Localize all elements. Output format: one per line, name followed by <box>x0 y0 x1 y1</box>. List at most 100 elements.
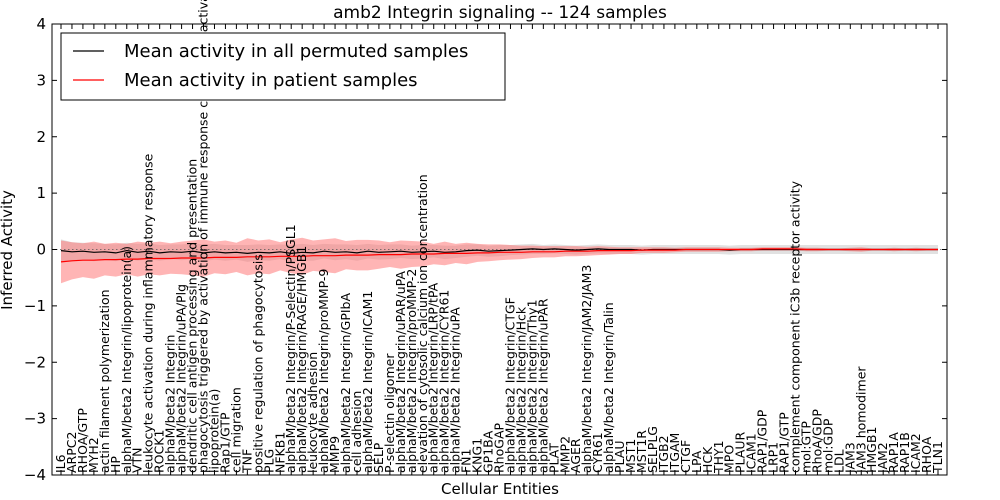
x-tick-label: RhoGAP <box>492 423 507 473</box>
x-tick-label: Rap1/GTP <box>217 412 232 473</box>
x-tick-label: lipoprotein(a) <box>206 389 221 473</box>
x-tick-label: ITGAM <box>667 433 682 473</box>
x-tick-label: JAM2 <box>875 442 890 474</box>
x-tick-label: cell adhesion <box>349 391 364 473</box>
x-tick-label: PLAUR <box>733 432 748 473</box>
x-tick-label: alphaM/beta2 Integrin/GPIbA <box>338 293 353 473</box>
x-tick-label: mol:GDP <box>820 418 835 473</box>
x-tick-label: ROCK1 <box>152 430 167 473</box>
x-tick-label: MST1R <box>634 430 649 473</box>
y-axis-label: Inferred Activity <box>0 190 16 310</box>
chart-title: amb2 Integrin signaling -- 124 samples <box>333 3 667 23</box>
x-tick-label: IL6 <box>53 454 68 473</box>
x-tick-label: JAM3 homodimer <box>853 366 868 474</box>
x-tick-label: mol:GTP <box>798 421 813 473</box>
x-tick-label: alphaM/beta2 Integrin/proMMP-2 <box>404 269 419 473</box>
x-tick-label: CYR61 <box>590 432 605 473</box>
x-tick-label: alphaM/beta2 Integrin/Hck <box>513 306 528 473</box>
x-tick-label: KNG1 <box>470 438 485 473</box>
x-tick-label: JAM3 <box>842 442 857 474</box>
x-tick-label: ICAM2 <box>908 433 923 473</box>
x-tick-label: HMGB1 <box>864 427 879 473</box>
x-tick-label: alphaM/beta2 Integrin <box>163 335 178 473</box>
x-tick-label: THY1 <box>711 440 726 474</box>
x-tick-label: NFKB1 <box>272 432 287 473</box>
y-tick-label: −1 <box>24 297 46 315</box>
x-tick-label: MST1 <box>623 439 638 473</box>
x-tick-label: MMP9 <box>327 436 342 473</box>
x-tick-label: alphaM/beta2 Integrin/CYR61 <box>437 290 452 473</box>
x-tick-label: alphaM/beta2 Integrin/uPA <box>448 307 463 473</box>
legend-label: Mean activity in all permuted samples <box>124 41 468 62</box>
x-tick-label: LDL <box>831 449 846 473</box>
x-tick-label: alphaM/beta2 Integrin/P-Selectin/PSGL1 <box>283 224 298 473</box>
patient-mean-line <box>60 248 938 263</box>
x-tick-label: RAP1B <box>897 432 912 473</box>
y-tick-label: 1 <box>36 184 46 202</box>
x-tick-label: PLAT <box>546 443 561 473</box>
x-tick-label: HP <box>108 456 123 473</box>
x-tick-label: VTN <box>130 447 145 473</box>
x-tick-label: alphaM/beta2 Integrin/Thy1 <box>524 299 539 473</box>
x-tick-label: RHOA/GTP <box>75 408 90 473</box>
y-tick-label: −2 <box>24 353 46 371</box>
x-tick-label: MPO <box>722 445 737 473</box>
y-tick-label: 3 <box>36 71 46 89</box>
series-lines <box>52 248 947 263</box>
x-tick-label: leukocyte adhesion <box>305 352 320 473</box>
x-tick-label: RAP1A <box>886 432 901 473</box>
x-tick-label: alphaM/beta2 Integrin/uPAR/uPA <box>393 271 408 473</box>
x-tick-label: TLN1 <box>930 441 945 474</box>
legend: Mean activity in all permuted samples Mea… <box>60 32 506 101</box>
x-tick-label: FN1 <box>459 449 474 474</box>
x-tick-label: RhoA/GDP <box>809 409 824 473</box>
x-tick-label: leukocyte activation during inflammatory… <box>141 153 156 473</box>
x-tick-label: cell migration <box>228 387 243 473</box>
x-tick-label: actin filament polymerization <box>97 289 112 473</box>
legend-label: Mean activity in patient samples <box>124 70 418 91</box>
y-axis: −4 −3 −2 −1 0 1 2 3 4 <box>24 15 947 484</box>
x-axis-label: Cellular Entities <box>441 480 559 498</box>
y-tick-label: 0 <box>36 241 46 259</box>
x-tick-label: positive regulation of phagocytosis <box>250 254 265 473</box>
x-tick-label: ITGB2 <box>656 435 671 473</box>
x-tick-label: RAP1/GDP <box>755 409 770 473</box>
y-tick-label: 2 <box>36 128 46 146</box>
x-tick-label: alphaM/beta2 Integrin/JAM2/JAM3 <box>579 265 594 473</box>
x-tick-label: SELPLG <box>645 426 660 473</box>
x-tick-label: HCK <box>700 446 715 473</box>
x-tick-label: RHOA <box>919 436 934 473</box>
y-tick-label: −3 <box>24 410 46 428</box>
x-tick-label: elevation of cytosolic calcium ion conce… <box>415 174 430 473</box>
x-tick-label: LPA <box>689 450 704 473</box>
y-tick-label: 4 <box>36 15 46 33</box>
x-tick-label: alphaM/beta2 Integrin/CTGF <box>502 297 517 473</box>
x-tick-label: P-selectin oligomer <box>382 353 397 473</box>
x-tick-label: TNF <box>239 449 254 474</box>
x-tick-label: alphaM/beta2 Integrin/proMMP-9 <box>316 269 331 473</box>
legend-box <box>60 32 506 101</box>
x-tick-label: alphaM/beta2 Integrin/Talin <box>601 302 616 473</box>
x-tick-label: SELP <box>371 442 386 473</box>
x-tick-label: RAP1/GTP <box>777 412 792 473</box>
x-tick-label: ARPC2 <box>64 432 79 473</box>
x-tick-label: PLG <box>261 449 276 473</box>
x-tick-label: alphaM/beta2 Integrin/lipoprotein(a) <box>119 246 134 473</box>
x-tick-label: dendritic cell antigen processing and pr… <box>185 159 200 473</box>
x-tick-label: AGER <box>568 438 583 473</box>
x-tick-label: complement component iC3b receptor activ… <box>787 180 802 473</box>
x-tick-label: ICAM1 <box>744 433 759 473</box>
x-tick-label: alphaM/beta2 Integrin/ICAM1 <box>360 291 375 473</box>
y-tick-label: −4 <box>24 466 46 484</box>
x-tick-label: MMP2 <box>557 436 572 473</box>
x-tick-label: PLAU <box>612 441 627 474</box>
x-tick-label: alphaM/beta2 Integrin/RAGE/HMGB1 <box>294 246 309 473</box>
x-tick-label: CTGF <box>678 440 693 473</box>
x-tick-label: alphaM/beta2 Integrin/uPAR <box>535 298 550 473</box>
x-tick-label: MYH2 <box>86 437 101 473</box>
x-tick-label: GP1BA <box>481 430 496 473</box>
x-tick-label: alphaM/beta2 Integrin/LRP/tPA <box>426 282 441 473</box>
x-tick-label: alphaM/beta2 Integrin/uPA/Plg <box>174 284 189 473</box>
